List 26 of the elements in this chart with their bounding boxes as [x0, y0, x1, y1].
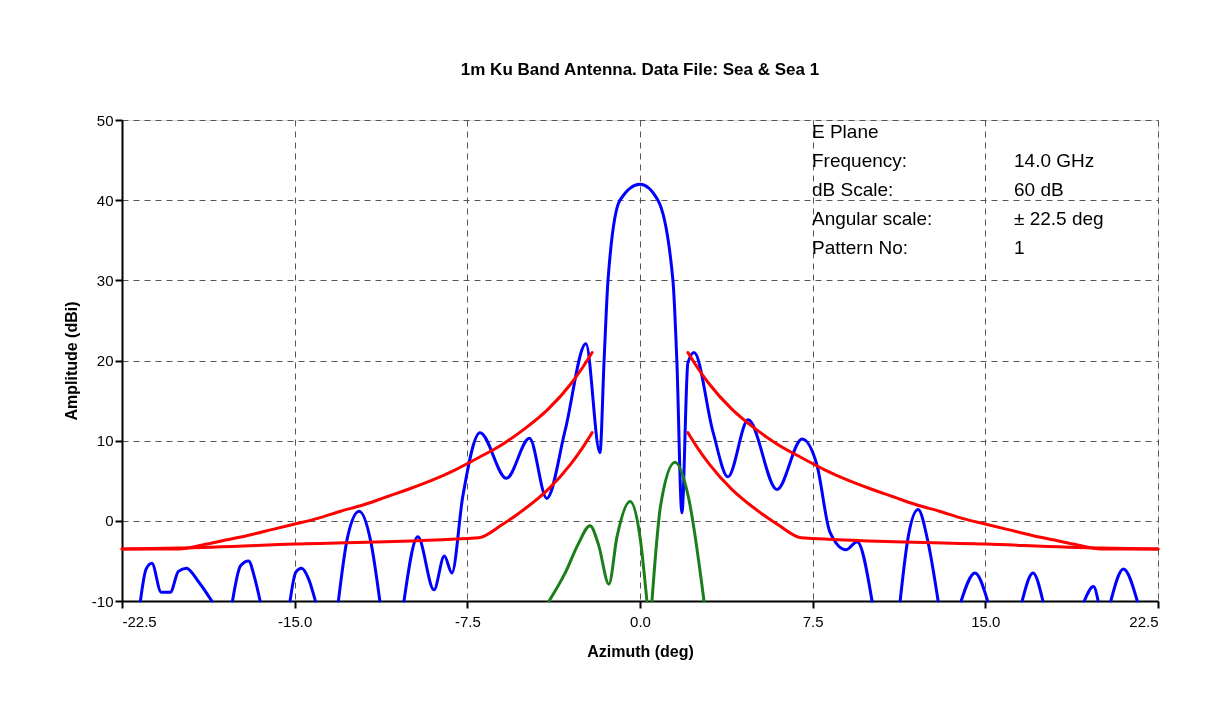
chart-title: 1m Ku Band Antenna. Data File: Sea & Sea 1	[460, 60, 820, 79]
y-tick-label: 50	[96, 111, 114, 129]
y-tick-label: 0	[105, 512, 114, 530]
y-tick-label: 30	[96, 271, 114, 289]
annotation: 1	[1014, 237, 1025, 258]
annotation: Pattern No:	[812, 237, 909, 258]
x-tick-label: 0.0	[630, 612, 651, 630]
x-tick-label: 15.0	[971, 612, 1001, 630]
annotation: ± 22.5 deg	[1014, 208, 1104, 229]
x-axis-title: Azimuth (deg)	[587, 642, 694, 660]
y-tick-label: -10	[91, 592, 114, 610]
y-tick-label: 40	[96, 191, 114, 209]
x-tick-label: -22.5	[122, 612, 157, 630]
annotation: 60 dB	[1014, 179, 1064, 200]
x-tick-label: -7.5	[454, 612, 481, 630]
annotation: E Plane	[812, 121, 879, 142]
annotation: Angular scale:	[812, 208, 933, 229]
annotation: dB Scale:	[812, 179, 894, 200]
x-tick-label: 7.5	[802, 612, 824, 630]
y-tick-label: 10	[96, 432, 114, 450]
annotation: Frequency:	[812, 150, 908, 171]
x-tick-label: 22.5	[1129, 612, 1159, 630]
y-tick-label: 20	[96, 352, 114, 369]
x-tick-label: -15.0	[278, 612, 313, 630]
y-axis-title: Amplitude (dBi)	[62, 301, 80, 421]
annotation: 14.0 GHz	[1014, 150, 1095, 171]
